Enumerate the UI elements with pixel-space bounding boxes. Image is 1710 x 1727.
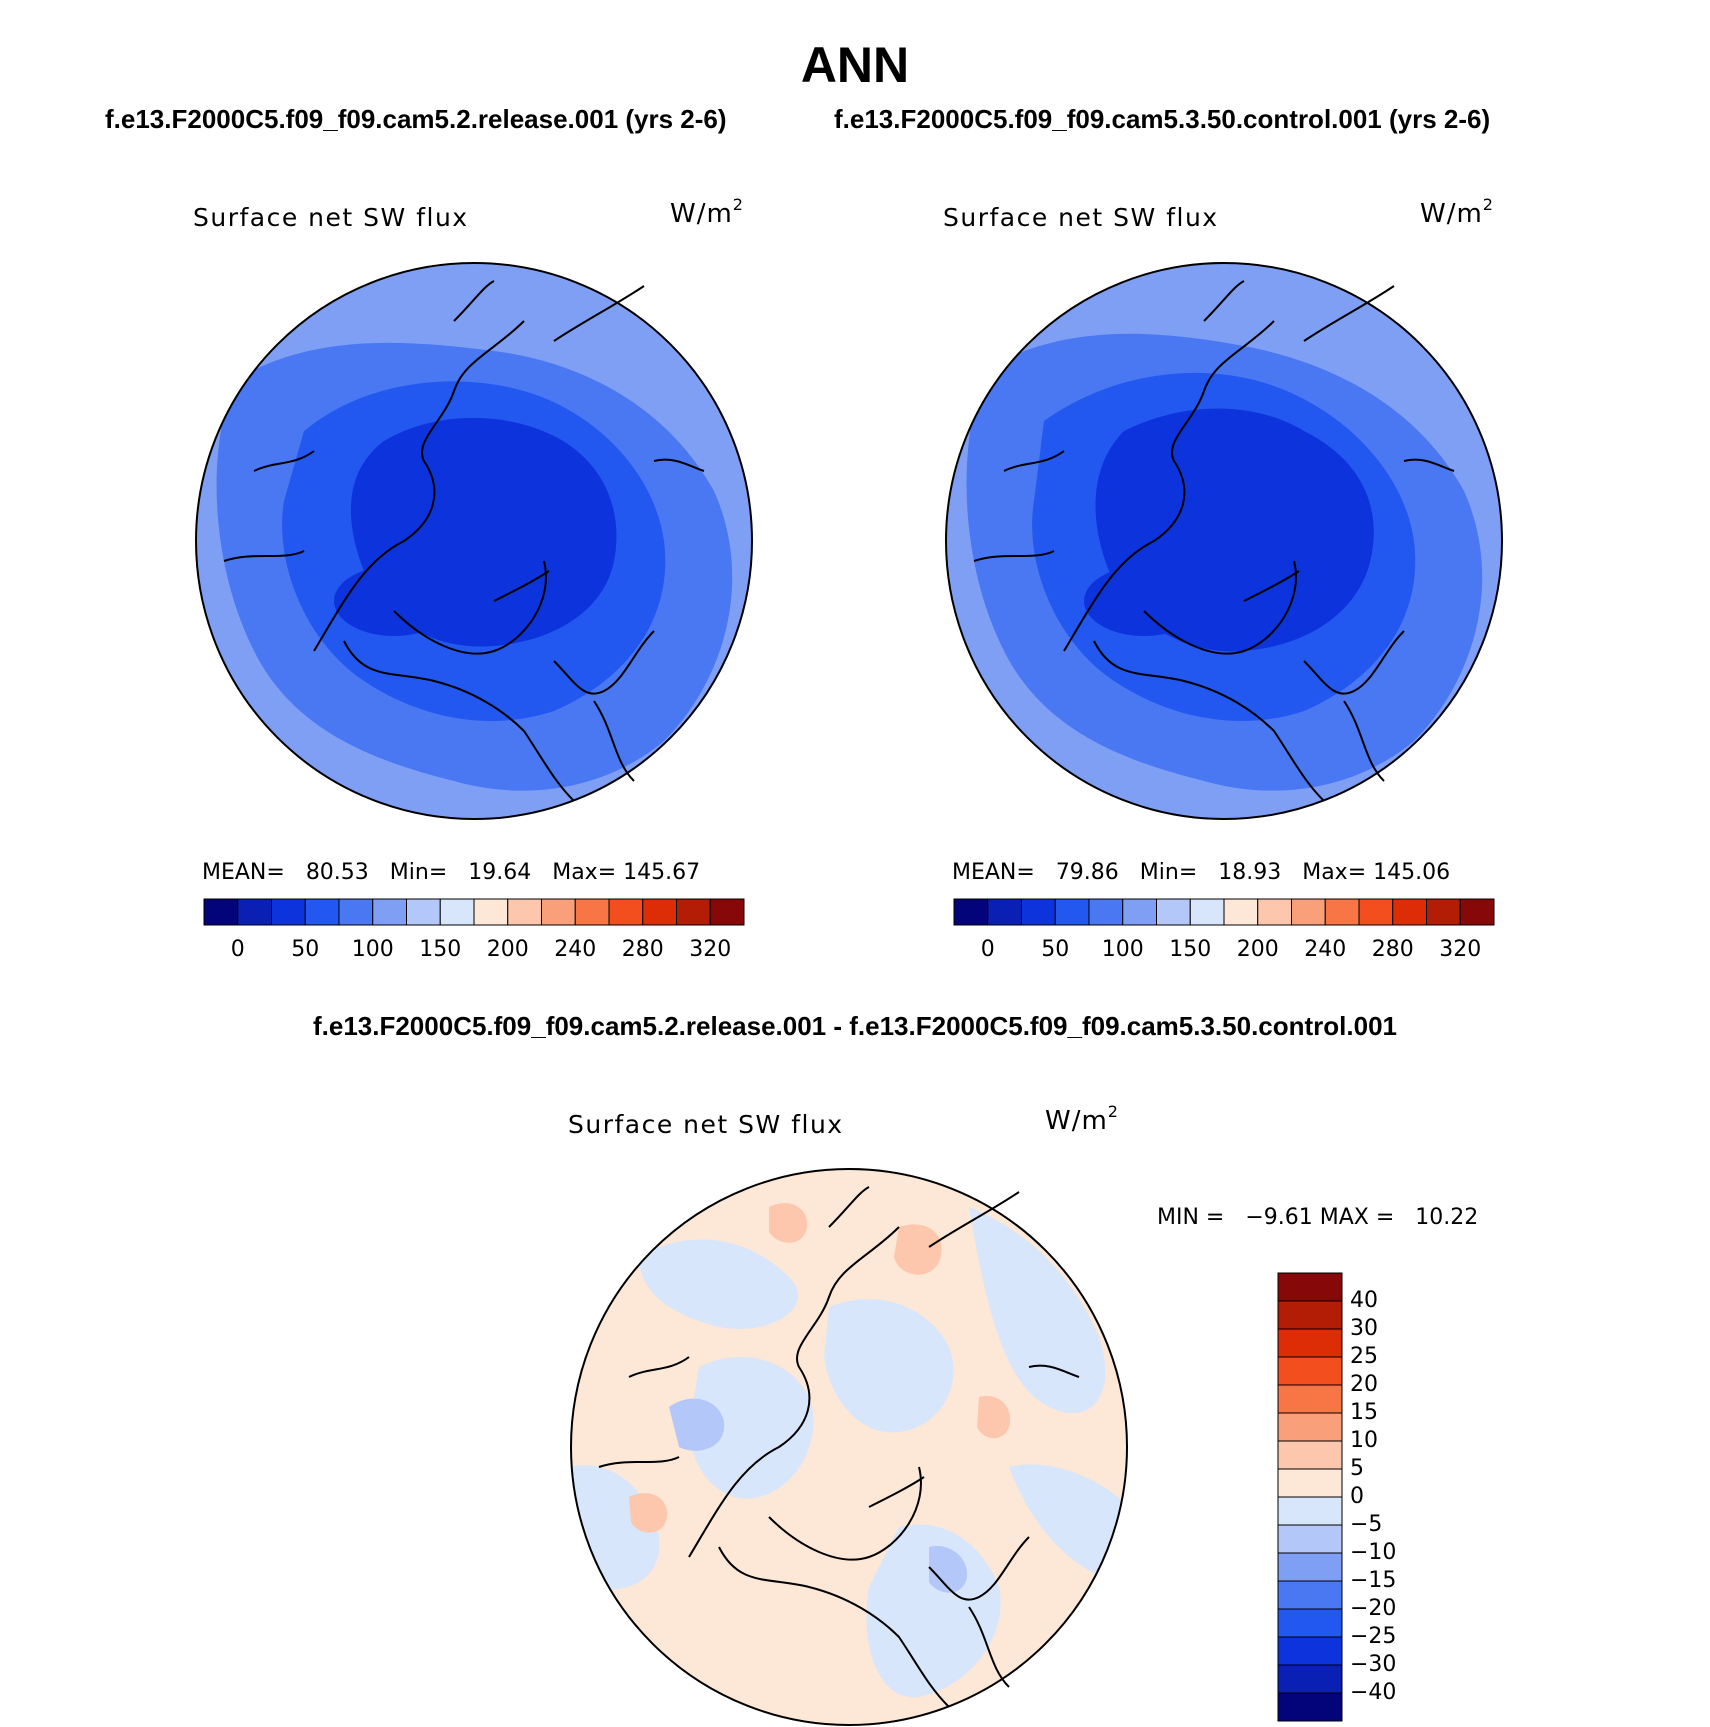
colorbar-swatch — [1277, 1664, 1343, 1694]
colorbar-tick-label: 200 — [486, 937, 529, 962]
colorbar-swatch — [1277, 1496, 1343, 1526]
colorbar-tick-label: 15 — [1350, 1400, 1378, 1425]
diff-variable-label: Surface net SW flux — [568, 1110, 844, 1139]
colorbar-swatch — [1257, 898, 1292, 926]
colorbar-tick-label: 40 — [1350, 1288, 1378, 1313]
colorbar-swatch — [203, 898, 239, 926]
colorbar-swatch — [1189, 898, 1225, 926]
colorbar-tick-label: 50 — [1041, 937, 1070, 962]
colorbar-swatch — [304, 898, 340, 926]
colorbar-swatch — [987, 898, 1022, 926]
colorbar-swatch — [1392, 898, 1427, 926]
colorbar-swatch — [1277, 1524, 1343, 1554]
colorbar-swatch — [1277, 1412, 1343, 1442]
right-case-title: f.e13.F2000C5.f09_f09.cam5.3.50.control.… — [834, 104, 1491, 134]
colorbar-tick-label: −15 — [1350, 1568, 1397, 1593]
left-polar-map — [195, 262, 753, 820]
colorbar-tick-label: 30 — [1350, 1316, 1378, 1341]
diff-colorbar — [1277, 1272, 1343, 1722]
colorbar-swatch — [953, 898, 989, 926]
colorbar-swatch — [338, 898, 374, 926]
colorbar-swatch — [1277, 1552, 1343, 1582]
colorbar-swatch — [271, 898, 306, 926]
colorbar-tick-label: 20 — [1350, 1372, 1378, 1397]
colorbar-swatch — [1277, 1300, 1343, 1330]
colorbar-swatch — [608, 898, 644, 926]
colorbar-tick-label: −40 — [1350, 1680, 1397, 1705]
colorbar-swatch — [1277, 1636, 1343, 1666]
right-units: W/m2 — [1420, 195, 1494, 229]
colorbar-swatch — [1358, 898, 1394, 926]
colorbar-tick-label: 280 — [621, 937, 664, 962]
colorbar-tick-label: −10 — [1350, 1540, 1397, 1565]
colorbar-swatch — [1156, 898, 1191, 926]
diff-min-max: MIN = −9.61 MAX = 10.22 — [1157, 1205, 1479, 1230]
colorbar-swatch — [1088, 898, 1124, 926]
colorbar-tick-label: 10 — [1350, 1428, 1378, 1453]
colorbar-tick-label: 240 — [554, 937, 597, 962]
colorbar-tick-label: 150 — [419, 937, 462, 962]
colorbar-swatch — [1054, 898, 1090, 926]
colorbar-swatch — [372, 898, 407, 926]
colorbar-tick-label: −5 — [1350, 1512, 1383, 1537]
diff-units: W/m2 — [1045, 1102, 1119, 1136]
right-polar-map — [945, 262, 1503, 820]
colorbar-tick-label: 280 — [1371, 937, 1414, 962]
left-case-title: f.e13.F2000C5.f09_f09.cam5.2.release.001… — [105, 104, 727, 134]
colorbar-swatch — [642, 898, 677, 926]
colorbar-swatch — [1277, 1608, 1343, 1638]
colorbar-swatch — [574, 898, 610, 926]
colorbar-swatch — [1277, 1272, 1343, 1302]
left-units: W/m2 — [670, 195, 744, 229]
left-variable-label: Surface net SW flux — [193, 203, 469, 232]
colorbar-swatch — [1324, 898, 1360, 926]
colorbar-swatch — [473, 898, 509, 926]
colorbar-tick-label: 240 — [1304, 937, 1347, 962]
colorbar-tick-label: −20 — [1350, 1596, 1397, 1621]
colorbar-swatch — [237, 898, 272, 926]
colorbar-tick-label: −30 — [1350, 1652, 1397, 1677]
colorbar-tick-label: 0 — [980, 937, 995, 962]
colorbar-swatch — [1277, 1356, 1343, 1386]
colorbar-swatch — [709, 898, 745, 926]
colorbar-swatch — [439, 898, 475, 926]
colorbar-swatch — [1277, 1384, 1343, 1414]
colorbar-tick-label: 150 — [1169, 937, 1212, 962]
colorbar-swatch — [1277, 1328, 1343, 1358]
difference-title: f.e13.F2000C5.f09_f09.cam5.2.release.001… — [312, 1011, 1398, 1041]
colorbar-tick-label: 25 — [1350, 1344, 1378, 1369]
colorbar-tick-label: 320 — [689, 937, 732, 962]
left-stats: MEAN= 80.53 Min= 19.64 Max= 145.67 — [202, 860, 701, 885]
difference-polar-map — [570, 1168, 1128, 1726]
colorbar-tick-label: −25 — [1350, 1624, 1397, 1649]
figure-title: ANN — [800, 37, 910, 93]
colorbar-swatch — [507, 898, 542, 926]
colorbar-swatch — [1277, 1580, 1343, 1610]
colorbar-swatch — [1291, 898, 1326, 926]
colorbar-swatch — [1277, 1692, 1343, 1722]
colorbar-tick-label: 100 — [351, 937, 394, 962]
colorbar-tick-label: 50 — [291, 937, 320, 962]
colorbar-tick-label: 200 — [1236, 937, 1279, 962]
right-stats: MEAN= 79.86 Min= 18.93 Max= 145.06 — [952, 860, 1451, 885]
colorbar-tick-label: 100 — [1101, 937, 1144, 962]
colorbar-swatch — [676, 898, 711, 926]
colorbar-swatch — [1122, 898, 1157, 926]
colorbar-swatch — [1459, 898, 1495, 926]
colorbar-tick-label: 320 — [1439, 937, 1482, 962]
colorbar-swatch — [541, 898, 576, 926]
colorbar-swatch — [1021, 898, 1056, 926]
colorbar-swatch — [1223, 898, 1259, 926]
colorbar-tick-label: 5 — [1350, 1456, 1364, 1481]
right-variable-label: Surface net SW flux — [943, 203, 1219, 232]
colorbar-swatch — [406, 898, 441, 926]
colorbar-tick-label: 0 — [230, 937, 245, 962]
colorbar-swatch — [1426, 898, 1461, 926]
colorbar-swatch — [1277, 1440, 1343, 1470]
colorbar-tick-label: 0 — [1350, 1484, 1364, 1509]
left-colorbar — [203, 898, 745, 926]
colorbar-swatch — [1277, 1468, 1343, 1498]
right-colorbar — [953, 898, 1495, 926]
